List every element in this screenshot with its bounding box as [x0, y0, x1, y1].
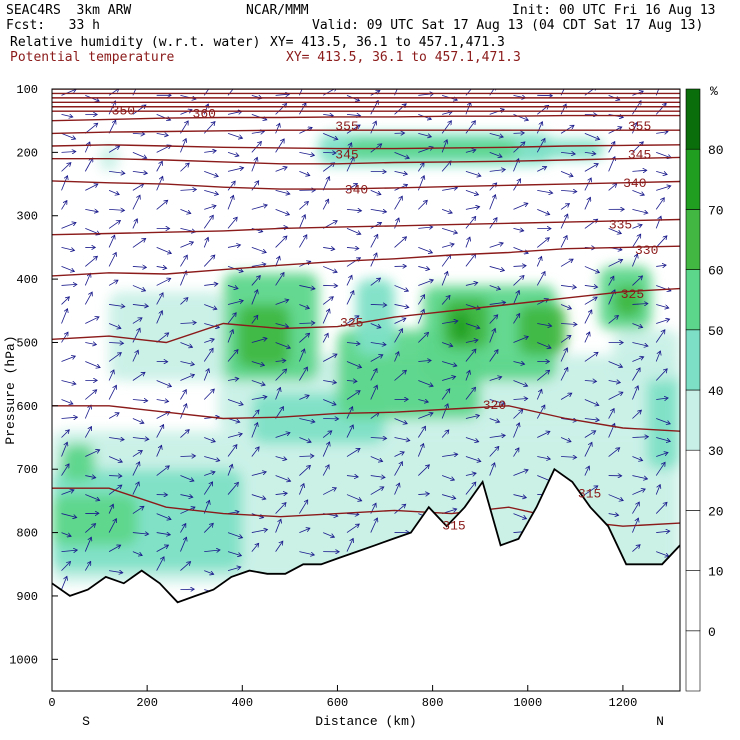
field-theta-xy: XY= 413.5, 36.1 to 457.1,471.3 — [286, 50, 521, 65]
theta-contours — [52, 89, 680, 527]
theta-label: 350 — [112, 103, 135, 118]
colorbar-tick-label: 50 — [708, 324, 724, 339]
theta-label: 325 — [621, 287, 644, 302]
colorbar-tick-label: 20 — [708, 504, 724, 519]
colorbar-tick-label: 10 — [708, 565, 724, 580]
x-axis-left-end: S — [82, 714, 90, 729]
y-tick-label: 700 — [16, 463, 38, 477]
theta-label: 345 — [628, 148, 651, 163]
y-tick-label: 500 — [16, 336, 38, 350]
colorbar-tick-label: 30 — [708, 444, 724, 459]
theta-label: 315 — [578, 487, 601, 502]
theta-label: 355 — [628, 119, 651, 134]
x-axis-right-end: N — [656, 714, 664, 729]
y-tick-label: 300 — [16, 210, 38, 224]
theta-label: 320 — [483, 398, 506, 413]
colorbar-tick-label: 80 — [708, 143, 724, 158]
y-axis-label: Pressure (hPa) — [3, 335, 18, 444]
init-time: Init: 00 UTC Fri 16 Aug 13 — [512, 3, 716, 18]
field-theta-label: Potential temperature — [10, 50, 175, 65]
colorbar-tick-label: 70 — [708, 203, 724, 218]
x-axis-label: Distance (km) — [315, 714, 416, 729]
colorbar: 0 10 20 30 40 50 60 70 80 — [685, 88, 724, 692]
axes: 0 200 400 600 800 1000 1200 100 200 300 400 500 600 7… — [9, 83, 637, 710]
org-label: NCAR/MMM — [246, 3, 309, 18]
y-tick-label: 1000 — [9, 653, 38, 667]
field-rh-xy: XY= 413.5, 36.1 to 457.1,471.3 — [270, 35, 505, 50]
terrain — [52, 467, 680, 691]
theta-label: 340 — [345, 183, 368, 198]
x-tick-label: 800 — [422, 696, 444, 710]
x-tick-label: 600 — [327, 696, 349, 710]
colorbar-tick-label: 40 — [708, 384, 724, 399]
field-rh-label: Relative humidity (w.r.t. water) — [10, 35, 261, 50]
x-tick-label: 0 — [48, 696, 55, 710]
y-tick-label: 100 — [16, 83, 38, 97]
x-tick-label: 200 — [136, 696, 158, 710]
plot-frame — [51, 88, 681, 692]
colorbar-tick-label: 60 — [708, 264, 724, 279]
theta-label: 325 — [340, 316, 363, 331]
theta-label: 340 — [623, 176, 646, 191]
x-tick-label: 1200 — [609, 696, 638, 710]
theta-label: 330 — [635, 243, 658, 258]
colorbar-unit: % — [710, 84, 718, 99]
theta-label: 355 — [335, 119, 358, 134]
theta-label: 335 — [609, 217, 632, 232]
y-tick-label: 600 — [16, 400, 38, 414]
y-tick-label: 200 — [16, 146, 38, 160]
valid-time: Valid: 09 UTC Sat 17 Aug 13 (04 CDT Sat … — [312, 18, 704, 33]
y-tick-label: 900 — [16, 590, 38, 604]
x-tick-label: 1000 — [513, 696, 542, 710]
theta-label: 315 — [442, 518, 465, 533]
model-title: SEAC4RS 3km ARW — [6, 3, 132, 18]
x-tick-label: 400 — [231, 696, 253, 710]
y-tick-label: 800 — [16, 527, 38, 541]
theta-label: 360 — [193, 107, 216, 122]
forecast-hour: Fcst: 33 h — [6, 18, 100, 33]
y-tick-label: 400 — [16, 273, 38, 287]
colorbar-tick-label: 0 — [708, 625, 716, 640]
theta-label: 345 — [335, 148, 358, 163]
